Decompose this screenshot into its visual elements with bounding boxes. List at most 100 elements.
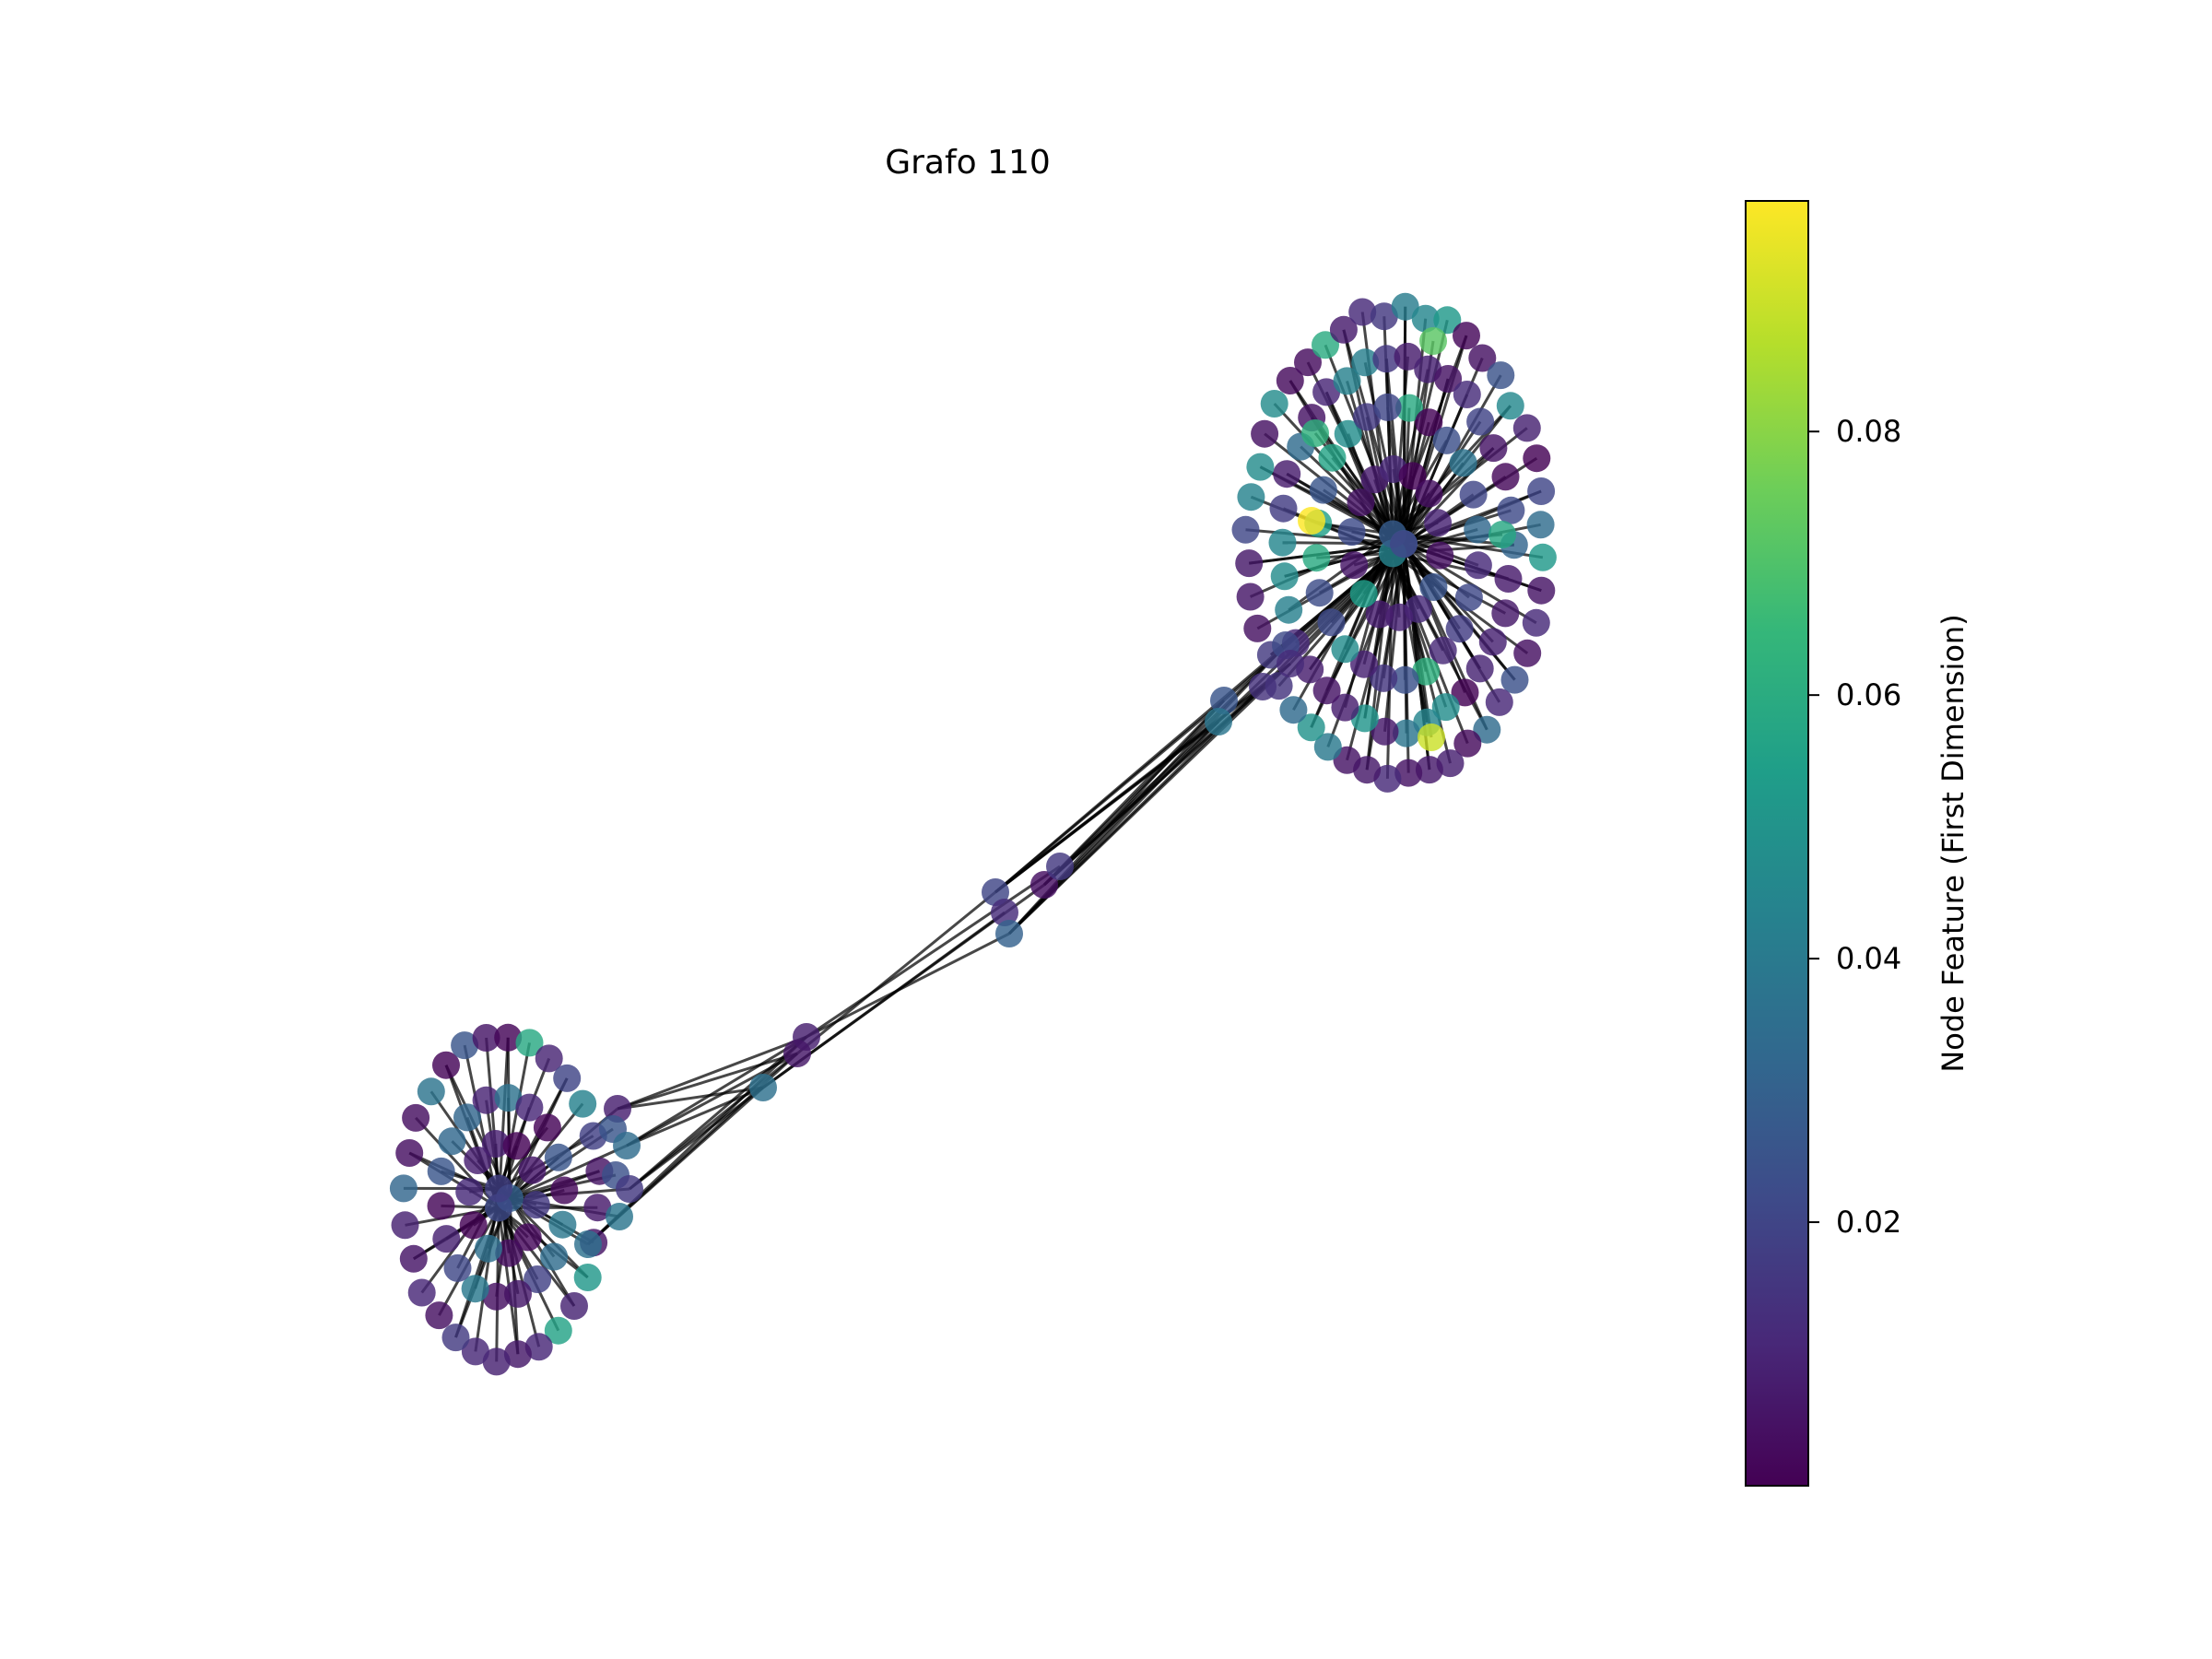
graph-edge	[806, 932, 1010, 1039]
graph-node	[535, 1044, 563, 1073]
graph-node	[417, 1077, 445, 1106]
graph-edge	[414, 1116, 500, 1209]
bridge-node	[616, 1175, 643, 1203]
graph-node	[518, 1156, 547, 1184]
graph-node	[1528, 543, 1557, 571]
graph-node	[1394, 759, 1423, 787]
graph-edge	[498, 1206, 589, 1279]
graph-node	[1419, 573, 1448, 601]
graph-node	[503, 1340, 532, 1369]
hub-node	[1390, 530, 1418, 559]
graph-node	[1279, 696, 1308, 724]
graph-node	[553, 1064, 582, 1092]
graph-edge	[508, 1197, 520, 1355]
bridge-node	[1046, 853, 1074, 880]
bridge-node	[574, 1230, 602, 1258]
graph-node	[1479, 434, 1508, 463]
graph-node	[1465, 654, 1494, 683]
graph-node	[1415, 756, 1443, 784]
graph-edge	[1402, 447, 1495, 546]
graph-node	[402, 1103, 430, 1132]
graph-node	[1312, 378, 1341, 406]
graph-node	[1395, 394, 1423, 422]
graph-node	[432, 1051, 460, 1079]
graph-edge	[408, 1151, 500, 1209]
graph-node	[524, 1333, 553, 1361]
graph-node	[522, 1191, 550, 1219]
bridge-node	[1210, 687, 1238, 714]
graph-node	[1318, 443, 1347, 472]
hub-node	[485, 1194, 512, 1222]
graph-node	[459, 1211, 488, 1240]
graph-node	[1464, 515, 1492, 544]
graph-edge	[1217, 542, 1406, 724]
bridge-node	[1277, 650, 1304, 677]
graph-edge	[626, 1052, 798, 1147]
graph-node	[451, 1031, 479, 1060]
bridge-node	[749, 1074, 777, 1101]
graph-node	[583, 1194, 612, 1222]
colorbar-ticks: 0.02 0.04 0.06 0.08	[1808, 414, 1901, 1240]
graph-node	[1313, 733, 1342, 761]
graph-node	[1424, 509, 1453, 537]
graph-node	[407, 1278, 436, 1307]
graph-node	[504, 1279, 532, 1308]
graph-edge	[497, 1207, 520, 1355]
graph-node	[1237, 483, 1265, 512]
bridge-node	[1249, 673, 1277, 700]
graph-node	[399, 1244, 428, 1273]
graph-node	[443, 1253, 472, 1282]
graph-node	[1370, 664, 1398, 692]
graph-edge	[1391, 369, 1430, 535]
colorbar-tick-label: 0.08	[1836, 414, 1901, 449]
graph-edge	[1223, 542, 1405, 702]
graph-node	[1340, 551, 1369, 580]
colorbar-label: Node Feature (First Dimension)	[1936, 614, 1971, 1072]
graph-node	[472, 1024, 500, 1052]
graph-node	[1523, 444, 1551, 473]
graph-node	[1312, 677, 1341, 705]
graph-node	[1527, 576, 1556, 605]
graph-edges	[403, 306, 1544, 1362]
graph-node	[560, 1292, 588, 1320]
graph-node	[1334, 419, 1362, 448]
graph-node	[1487, 361, 1515, 390]
graph-node	[395, 1139, 424, 1167]
bridge-node	[1205, 708, 1232, 735]
highlight-node	[1488, 521, 1516, 548]
graph-node	[1491, 463, 1520, 491]
graph-node	[1436, 749, 1465, 778]
graph-node	[1432, 426, 1461, 454]
graph-node	[1431, 693, 1460, 722]
graph-node	[455, 1178, 484, 1206]
graph-node	[1348, 298, 1377, 326]
graph-node	[1270, 562, 1299, 591]
graph-edge	[806, 865, 1061, 1039]
graph-node	[1473, 715, 1501, 744]
graph-node	[1312, 331, 1339, 359]
colorbar-frame	[1745, 200, 1809, 1487]
graph-node	[515, 1093, 544, 1122]
graph-node	[1478, 628, 1507, 656]
figure-title: Grafo 110	[885, 144, 1051, 182]
graph-node	[1243, 614, 1272, 642]
graph-node	[1231, 515, 1260, 544]
graph-node	[1276, 367, 1304, 394]
graph-node	[481, 1130, 510, 1158]
graph-node	[1337, 518, 1366, 547]
graph-node	[573, 1264, 602, 1291]
graph-edge	[1042, 662, 1292, 887]
graph-node	[1350, 650, 1378, 678]
graph-node	[1426, 541, 1454, 570]
graph-node	[1373, 393, 1402, 421]
graph-node	[441, 1324, 470, 1352]
graph-edge	[405, 1206, 500, 1227]
graph-node	[1349, 580, 1378, 608]
graph-node	[1391, 292, 1419, 321]
graph-nodes	[389, 292, 1557, 1376]
graph-node	[453, 1103, 481, 1132]
graph-node	[1391, 665, 1419, 694]
graph-node	[1453, 729, 1482, 758]
graph-node	[1305, 579, 1334, 607]
graph-node	[427, 1192, 455, 1220]
